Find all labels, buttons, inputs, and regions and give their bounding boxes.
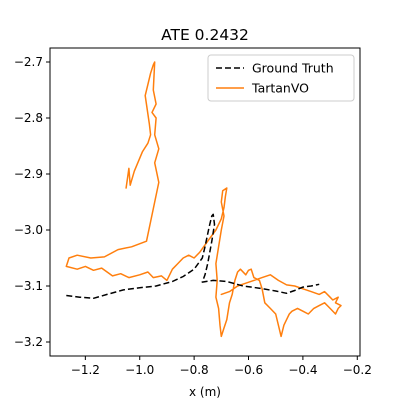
series-line-tartanvo (65, 61, 342, 338)
x-tick-label: −0.8 (180, 363, 209, 377)
legend-label: TartanVO (251, 81, 309, 96)
legend: Ground Truth TartanVO (207, 54, 355, 102)
x-tick-label: −1.0 (125, 363, 154, 377)
series-layer (65, 61, 342, 338)
y-tick-label: −2.8 (14, 111, 43, 125)
x-tick-label: −0.2 (343, 363, 372, 377)
chart-title: ATE 0.2432 (161, 26, 249, 44)
axes-frame (49, 47, 361, 357)
x-axis-label: x (m) (189, 385, 221, 399)
legend-label: Ground Truth (252, 61, 334, 76)
x-tick-label: −0.6 (234, 363, 263, 377)
y-tick-label: −2.9 (14, 167, 43, 181)
y-tick-label: −3.1 (14, 279, 43, 293)
y-axis-ticks: −3.2 −3.1 −3.0 −2.9 −2.8 −2.7 (14, 55, 50, 349)
y-tick-label: −3.0 (14, 223, 43, 237)
x-tick-label: −1.2 (71, 363, 100, 377)
legend-box (207, 54, 355, 102)
x-tick-label: −0.4 (288, 363, 317, 377)
x-axis-ticks: −1.2 −1.0 −0.8 −0.6 −0.4 −0.2 (71, 356, 372, 377)
y-tick-label: −3.2 (14, 335, 43, 349)
series-line-ground-truth (66, 213, 320, 300)
y-tick-label: −2.7 (14, 55, 43, 69)
